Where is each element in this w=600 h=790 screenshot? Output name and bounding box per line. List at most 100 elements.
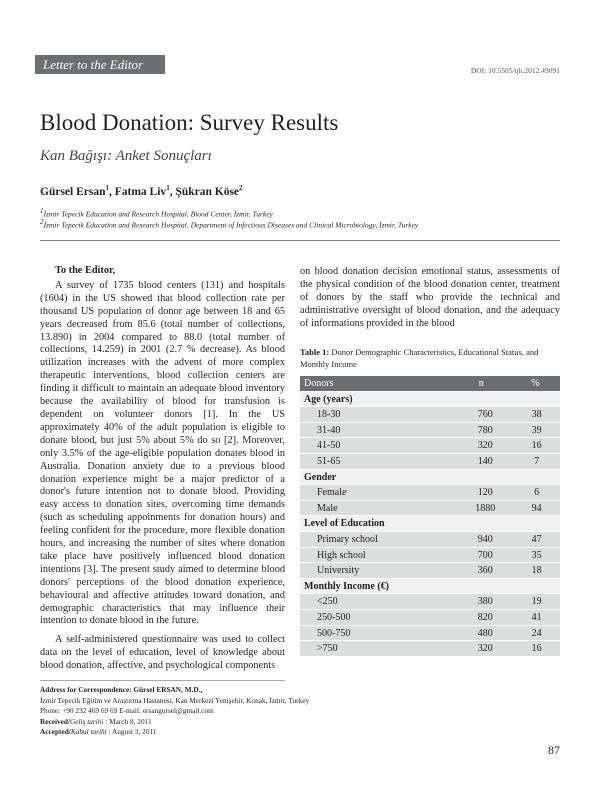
affiliation: 2İzmir Tepecik Education and Research Ho… xyxy=(40,218,418,230)
table-label: Table 1: xyxy=(300,347,330,357)
row-label: <250 xyxy=(317,596,338,608)
affiliation: 1İzmir Tepecik Education and Research Ho… xyxy=(40,207,273,219)
percent-cell: 19 xyxy=(531,596,542,608)
group-row: Gender xyxy=(300,469,560,486)
percent-cell: 35 xyxy=(531,549,542,561)
author-name: Şükran Köse xyxy=(175,185,240,198)
data-row: 41-50 320 16 xyxy=(300,438,560,454)
data-row: 250-500 820 41 xyxy=(300,609,560,626)
separator: , xyxy=(169,185,173,198)
data-row: Primary school 940 47 xyxy=(300,531,560,548)
row-label: 41-50 xyxy=(317,440,341,452)
author-affiliation: 2 xyxy=(239,184,243,192)
row-label: Primary school xyxy=(317,533,378,545)
doi: DOI: 10.5505/tjh.2012.49091 xyxy=(470,66,560,75)
group-row: Level of Education xyxy=(300,516,560,532)
accepted: Accepted/Kabul tarihi : August 3, 2011 xyxy=(40,727,157,736)
row-label: High school xyxy=(317,549,366,561)
data-row: <250 380 19 xyxy=(300,594,560,610)
correspondence: Address for Correspondence: Gürsel ERSAN… xyxy=(40,685,203,694)
percent-cell: 38 xyxy=(531,409,542,421)
label: Accepted/ xyxy=(40,727,71,736)
article-subtitle: Kan Bağışı: Anket Sonuçları xyxy=(40,148,212,164)
table: Donors n % Age (years) 18-30 760 38 31-40 780… xyxy=(300,376,560,657)
label: Received/ xyxy=(40,717,70,726)
group-label: Monthly Income (€) xyxy=(304,580,389,592)
count-cell: 780 xyxy=(477,424,493,436)
row-label: University xyxy=(317,565,360,577)
group-row: Monthly Income (€) xyxy=(300,578,560,595)
row-label: 51-65 xyxy=(317,455,341,467)
label-tr: Kabul tarihi xyxy=(70,727,107,736)
group-row: Age (years) xyxy=(300,391,560,408)
received: Received/Geliş tarihi : March 8, 2011 xyxy=(40,717,152,726)
count-cell: 360 xyxy=(477,565,493,577)
author-name: Gürsel Ersan xyxy=(40,185,106,198)
data-row: High school 700 35 xyxy=(300,547,560,564)
caption-text: Donor Demographic Characteristics, Educa… xyxy=(300,347,539,369)
data-row: 51-65 140 7 xyxy=(300,453,560,470)
page-number: 87 xyxy=(548,743,560,757)
column-header: Donors xyxy=(304,378,334,389)
count-cell: 760 xyxy=(477,409,493,421)
count-cell: 700 xyxy=(477,549,493,561)
count-cell: 320 xyxy=(477,643,493,655)
table-caption: Table 1: Donor Demographic Characteristi… xyxy=(300,346,560,370)
count-cell: 120 xyxy=(477,487,493,499)
group-label: Level of Education xyxy=(304,518,385,530)
continuation: on blood donation decision emotional sta… xyxy=(300,266,560,329)
footer-divider xyxy=(40,680,285,681)
date: : March 8, 2011 xyxy=(105,717,152,726)
section-label: Letter to the Editor xyxy=(35,55,165,74)
row-label: 31-40 xyxy=(317,424,341,436)
paragraph: A self-administered questionnaire was us… xyxy=(40,634,285,672)
percent-cell: 16 xyxy=(531,643,542,655)
author-name: Fatma Liv xyxy=(114,185,167,198)
date: : August 3, 2011 xyxy=(108,727,157,736)
paragraph: A survey of 1735 blood centers (131) and… xyxy=(40,279,285,627)
data-row: 18-30 760 38 xyxy=(300,407,560,423)
group-label: Age (years) xyxy=(304,393,353,405)
header-row: Donors n % xyxy=(300,376,560,392)
affiliation-text: İzmir Tepecik Education and Research Hos… xyxy=(43,220,419,230)
count-cell: 940 xyxy=(477,533,493,545)
row-label: 500-750 xyxy=(317,627,351,639)
row-label: >750 xyxy=(317,643,338,655)
data-row: 500-750 480 24 xyxy=(300,625,560,642)
address: İzmir Tepecik Eğitim ve Araştırma Hastan… xyxy=(40,696,310,705)
column-header: % xyxy=(531,378,540,389)
left-column: To the Editor, A survey of 1735 blood ce… xyxy=(40,265,285,679)
group-label: Gender xyxy=(304,471,337,483)
percent-cell: 24 xyxy=(531,627,542,639)
divider xyxy=(40,240,560,241)
article-title: Blood Donation: Survey Results xyxy=(40,110,339,135)
count-cell: 380 xyxy=(477,596,493,608)
percent-cell: 7 xyxy=(534,455,540,467)
salutation: To the Editor, xyxy=(55,265,116,276)
percent-cell: 39 xyxy=(531,424,542,436)
count-cell: 820 xyxy=(477,611,493,623)
data-row: 31-40 780 39 xyxy=(300,422,560,439)
percent-cell: 47 xyxy=(531,533,542,545)
count-cell: 1880 xyxy=(475,502,496,514)
row-label: Male xyxy=(317,502,338,514)
count-cell: 480 xyxy=(477,627,493,639)
row-label: 18-30 xyxy=(317,409,341,421)
row-label: Female xyxy=(317,487,347,499)
data-row: University 360 18 xyxy=(300,563,560,579)
author-affiliation: 1 xyxy=(166,184,170,192)
count-cell: 140 xyxy=(477,455,493,467)
contact: Phone: +90 232 469 69 69 E-mail: ersangu… xyxy=(40,706,214,715)
authors: Gürsel Ersan1, Fatma Liv1, Şükran Köse2 xyxy=(40,184,243,198)
author-affiliation: 1 xyxy=(105,184,110,192)
data-row: Female 120 6 xyxy=(300,485,560,501)
affiliation-mark: 1 xyxy=(40,207,44,215)
label-tr: Geliş tarihi xyxy=(70,717,104,726)
percent-cell: 18 xyxy=(531,565,542,577)
column-header: n xyxy=(478,378,484,389)
count-cell: 320 xyxy=(477,440,493,452)
percent-cell: 41 xyxy=(531,611,542,623)
affiliation-mark: 2 xyxy=(40,218,44,226)
percent-cell: 6 xyxy=(534,487,540,499)
